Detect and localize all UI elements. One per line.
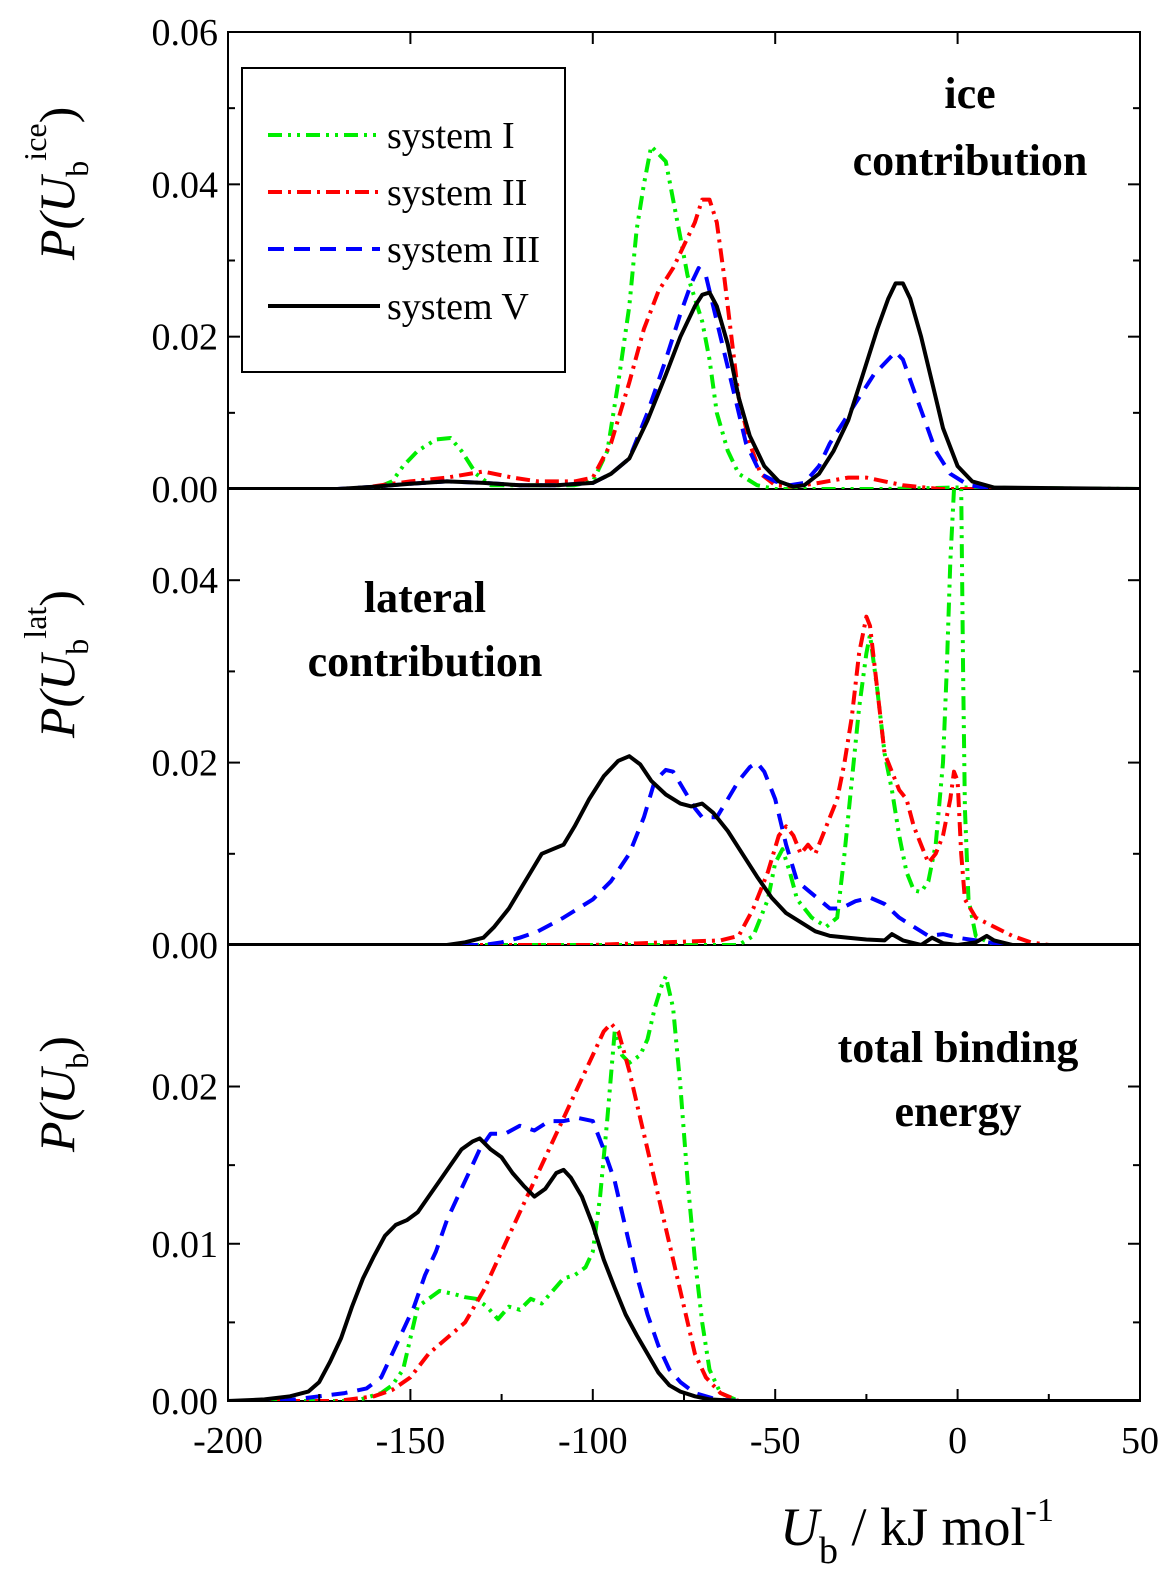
ylabel-lat-sub: b [59, 639, 95, 655]
annotation-ice-line2: contribution [853, 136, 1088, 185]
svg-text:P(Ublat): P(Ublat) [17, 590, 95, 739]
series-line-total-system-i [228, 974, 1140, 1401]
ylabel-lat-p: P( [29, 687, 85, 739]
xlabel-u: U [780, 1497, 822, 1557]
ylabel-ice-u: U [29, 174, 85, 213]
ytick-label-lat-2: 0.04 [152, 560, 219, 602]
series-lines [228, 144, 1140, 1401]
xlabel: Ub / kJ mol-1 [780, 1492, 1054, 1572]
series-line-total-system-iii [228, 1116, 1140, 1401]
ytick-label-lat-0: 0.00 [152, 925, 219, 967]
xtick-label-2: -100 [558, 1420, 628, 1462]
annotation-ice-line1: ice [944, 69, 995, 118]
ytick-label-total-0: 0.00 [152, 1381, 219, 1423]
series-line-total-system-v [228, 1136, 1140, 1401]
legend-box [241, 67, 566, 373]
ylabel-total-u: U [29, 1066, 85, 1105]
legend-label-system-ii: system II [387, 172, 527, 214]
ylabel-lat-u: U [29, 652, 85, 691]
ylabel-total-sub: b [59, 1053, 95, 1069]
ylabel-lat-sup: lat [17, 607, 53, 639]
legend: system I system II system III system V [241, 67, 566, 373]
panel-frame-total [227, 944, 1141, 1402]
ylabel-ice-close: ) [29, 107, 85, 124]
xtick-label-1: -150 [376, 1420, 446, 1462]
series-line-ice-system-ii [228, 197, 1140, 489]
ylabel-ice-sup: ice [17, 123, 53, 160]
xtick-label-5: 50 [1121, 1420, 1159, 1462]
annotation-lat-line2: contribution [308, 637, 543, 686]
ytick-label-ice-2: 0.04 [152, 164, 219, 206]
ytick-label-ice-3: 0.06 [152, 12, 219, 54]
ylabel-lat: P(Ublat) [17, 590, 95, 739]
ylabel-ice-p: P( [29, 209, 85, 261]
series-line-ice-system-i [228, 144, 1140, 489]
ylabel-total-p: P( [29, 1101, 85, 1153]
panel-frame-lat [227, 488, 1141, 946]
svg-text:P(Ub): P(Ub) [29, 1036, 95, 1153]
ylabel-total-close: ) [29, 1036, 85, 1053]
series-line-ice-system-v [228, 281, 1140, 489]
series-line-lat-system-iii [228, 760, 1140, 945]
svg-text:P(Ubice): P(Ubice) [17, 107, 95, 261]
ytick-label-total-2: 0.02 [152, 1067, 219, 1109]
legend-label-system-iii: system III [387, 229, 540, 271]
series-line-lat-system-v [228, 754, 1140, 945]
series-line-lat-system-i [228, 489, 1140, 945]
xtick-label-0: -200 [193, 1420, 263, 1462]
xlabel-sup: -1 [1026, 1492, 1054, 1529]
ylabel-total: P(Ub) [29, 1036, 95, 1153]
annotation-total-line1: total binding [838, 1023, 1079, 1072]
xlabel-sub: b [819, 1530, 838, 1572]
legend-label-system-v: system V [387, 286, 529, 328]
legend-label-system-i: system I [387, 115, 515, 157]
ylabel-lat-close: ) [29, 590, 85, 607]
annotation-total-line2: energy [894, 1087, 1021, 1136]
axis-ticks [227, 31, 1141, 1402]
annotations: ice contribution lateral contribution to… [308, 69, 1088, 1136]
xtick-label-4: 0 [948, 1420, 967, 1462]
ytick-label-total-1: 0.01 [152, 1224, 219, 1266]
series-line-lat-system-ii [228, 614, 1140, 945]
ylabel-ice: P(Ubice) [17, 107, 95, 261]
ytick-label-ice-1: 0.02 [152, 317, 219, 359]
ytick-label-ice-0: 0.00 [152, 469, 219, 511]
ylabel-ice-sub: b [59, 161, 95, 177]
xlabel-unit: / kJ mol [838, 1497, 1026, 1557]
annotation-lat-line1: lateral [364, 573, 486, 622]
ytick-label-lat-1: 0.02 [152, 743, 219, 785]
xtick-label-3: -50 [750, 1420, 801, 1462]
axis-labels: 0.00 0.02 0.04 0.06 0.00 0.02 0.04 0.00 0.01 0.02… [152, 12, 1160, 1462]
series-line-total-system-ii [228, 1021, 1140, 1401]
